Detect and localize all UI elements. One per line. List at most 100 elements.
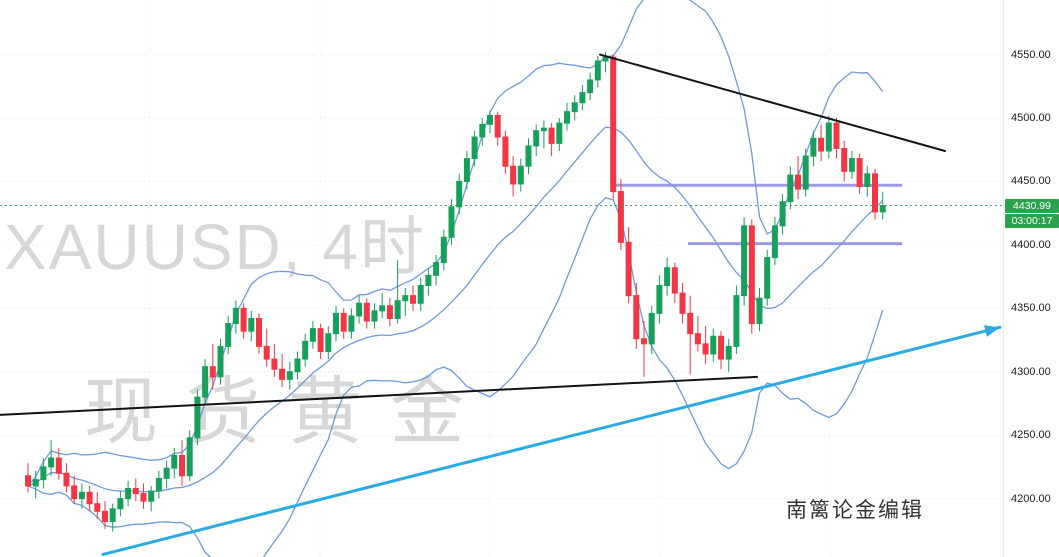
candle bbox=[779, 194, 786, 235]
candle bbox=[802, 148, 809, 197]
candle bbox=[263, 328, 270, 367]
candle bbox=[78, 483, 85, 509]
price-axis-label: 4500.00 bbox=[1011, 111, 1051, 124]
candle bbox=[433, 255, 440, 286]
candle bbox=[733, 285, 740, 354]
candle bbox=[125, 480, 132, 507]
candle bbox=[440, 229, 447, 271]
price-axis-label: 4250.00 bbox=[1011, 429, 1051, 442]
candle bbox=[610, 54, 617, 200]
candle bbox=[487, 110, 493, 134]
trendlines[interactable] bbox=[0, 53, 1002, 556]
candle bbox=[556, 117, 563, 151]
candle bbox=[25, 463, 31, 493]
price-axis-label: 4450.00 bbox=[1011, 175, 1051, 188]
candle-countdown-badge: 03:00:17 bbox=[1005, 213, 1059, 228]
candle bbox=[32, 470, 39, 499]
candle bbox=[140, 483, 147, 509]
candle bbox=[502, 130, 509, 174]
candle bbox=[548, 123, 555, 157]
candle bbox=[132, 478, 139, 502]
grid bbox=[0, 0, 1003, 557]
candle bbox=[217, 338, 224, 385]
watermark-instrument-text: 现货黄金 bbox=[84, 370, 492, 453]
candle bbox=[248, 310, 255, 342]
candle bbox=[302, 333, 309, 367]
candle bbox=[594, 55, 601, 88]
candle bbox=[209, 343, 216, 390]
candle bbox=[186, 430, 193, 481]
candle bbox=[848, 150, 855, 179]
candle bbox=[479, 117, 486, 146]
candle bbox=[710, 328, 717, 362]
candle bbox=[718, 331, 724, 370]
candle bbox=[279, 353, 286, 387]
descending-resistance-trendline[interactable] bbox=[599, 53, 946, 152]
price-axis-label: 4300.00 bbox=[1011, 365, 1051, 378]
ascending-support-arrow[interactable] bbox=[101, 325, 1002, 556]
candle bbox=[402, 288, 409, 316]
candles bbox=[25, 52, 886, 532]
candle bbox=[841, 140, 848, 182]
candle bbox=[317, 323, 324, 360]
candle bbox=[102, 501, 108, 530]
candle bbox=[771, 216, 778, 266]
candle bbox=[864, 166, 871, 197]
candle bbox=[294, 351, 301, 380]
candle bbox=[517, 158, 524, 192]
candle bbox=[232, 300, 239, 334]
candle bbox=[240, 303, 247, 339]
candle bbox=[163, 460, 170, 489]
price-axis-label: 4350.00 bbox=[1011, 302, 1051, 315]
candle bbox=[810, 130, 817, 167]
candle bbox=[741, 216, 748, 306]
candle bbox=[533, 124, 540, 157]
ascending-base-trendline[interactable] bbox=[0, 375, 758, 416]
candle bbox=[225, 315, 232, 354]
candle bbox=[856, 153, 863, 195]
candle bbox=[55, 447, 62, 480]
candle bbox=[410, 285, 416, 311]
trendline-arrowhead-icon bbox=[983, 325, 1000, 337]
candle bbox=[425, 267, 432, 296]
candle bbox=[333, 305, 339, 342]
candle bbox=[825, 115, 832, 159]
candle bbox=[117, 491, 124, 517]
candle bbox=[40, 458, 47, 489]
candle bbox=[71, 475, 78, 504]
candle bbox=[171, 447, 178, 479]
candle bbox=[386, 298, 393, 327]
candle bbox=[155, 470, 162, 499]
candle bbox=[179, 440, 185, 486]
price-chart-canvas[interactable] bbox=[0, 0, 1003, 557]
candle bbox=[756, 288, 763, 332]
candle bbox=[417, 277, 424, 311]
candle bbox=[648, 305, 655, 354]
candle bbox=[879, 191, 886, 220]
candle bbox=[148, 485, 155, 512]
support-resistance-lines[interactable] bbox=[612, 183, 902, 246]
candle bbox=[671, 262, 678, 304]
candle bbox=[687, 295, 694, 375]
watermark-symbol-text: XAUUSD, 4时 bbox=[4, 211, 426, 283]
candle bbox=[63, 463, 70, 493]
price-axis-label: 4200.00 bbox=[1011, 492, 1051, 505]
candle bbox=[109, 503, 116, 532]
candle bbox=[363, 298, 370, 329]
candle bbox=[471, 130, 478, 167]
candle bbox=[271, 343, 278, 377]
candle bbox=[456, 173, 463, 215]
candle bbox=[617, 178, 624, 250]
price-axis[interactable]: 4430.99 03:00:17 4550.00 4500.00 4450.00 44… bbox=[1003, 0, 1059, 557]
candle bbox=[564, 102, 570, 131]
candle bbox=[94, 492, 101, 519]
candle bbox=[340, 308, 347, 339]
candle bbox=[579, 85, 586, 111]
candle bbox=[694, 315, 701, 352]
editor-credit: 南篱论金编辑 bbox=[786, 499, 924, 522]
candle bbox=[625, 227, 632, 304]
candle bbox=[256, 313, 262, 354]
candle bbox=[764, 249, 771, 306]
candle bbox=[202, 359, 209, 405]
candle bbox=[194, 389, 201, 446]
